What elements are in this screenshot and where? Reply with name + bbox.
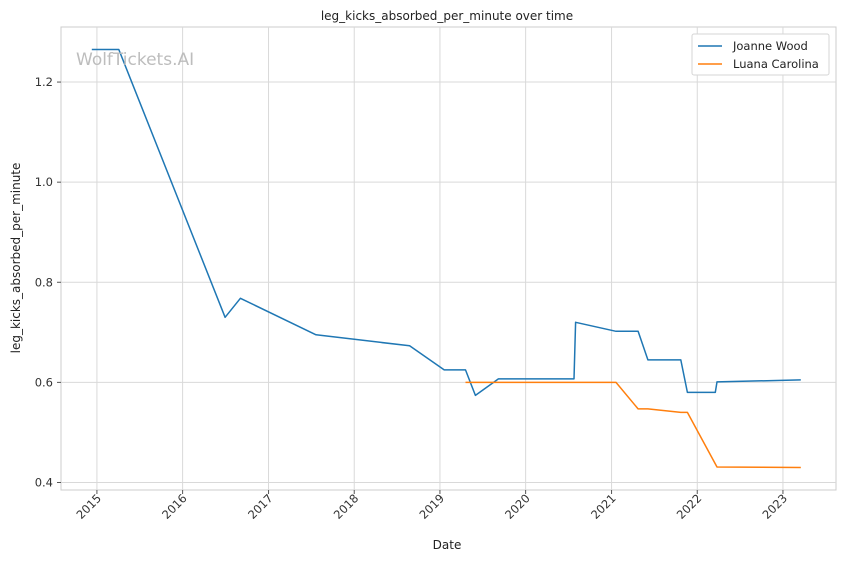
legend-box [691,33,830,76]
series-layer [91,48,801,469]
x-tick-label: 2017 [245,491,276,522]
legend: Joanne Wood Luana Carolina [691,33,830,76]
y-tick-label: 1.0 [35,175,53,189]
x-tick-label: 2022 [674,491,705,522]
series-line-joanne-wood [91,48,801,397]
watermark: WolfTickets.AI [76,50,194,70]
y-axis-ticks: 0.4 0.6 0.8 1.0 1.2 [35,75,61,489]
x-axis-ticks: 2015 2016 2017 2018 2019 2020 2021 2022 2023 [73,490,790,522]
y-tick-label: 0.8 [35,275,53,289]
x-tick-label: 2023 [759,491,790,522]
y-tick-label: 0.4 [35,475,53,489]
x-tick-label: 2018 [331,491,362,522]
y-axis-title: leg_kicks_absorbed_per_minute [9,163,23,354]
legend-label-luana-carolina: Luana Carolina [733,57,819,71]
y-tick-label: 0.6 [35,375,53,389]
y-tick-label: 1.2 [35,75,53,89]
plot-area [60,26,837,491]
x-tick-label: 2015 [73,491,104,522]
x-tick-label: 2019 [416,491,447,522]
x-tick-label: 2016 [159,491,190,522]
legend-label-joanne-wood: Joanne Wood [732,39,808,53]
chart-title: leg_kicks_absorbed_per_minute over time [321,9,573,23]
x-tick-label: 2020 [502,491,533,522]
x-axis-title: Date [433,538,462,552]
x-tick-label: 2021 [588,491,619,522]
series-line-luana-carolina [465,381,801,469]
grid-lines [61,27,836,490]
